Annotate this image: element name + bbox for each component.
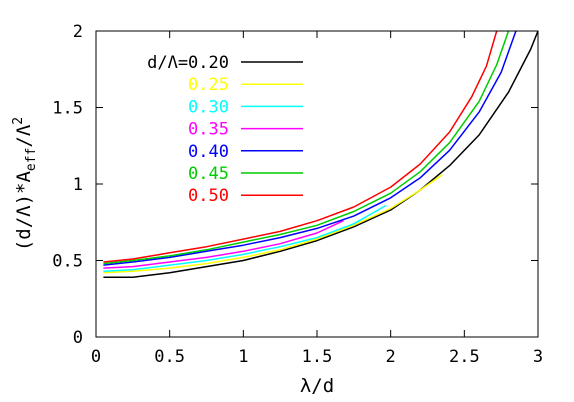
x-tick-label-4: 2: [386, 347, 396, 367]
y-axis-label-mid: /Λ: [13, 124, 35, 147]
y-axis-label: (d/Λ)*Aeff/Λ2: [11, 117, 39, 251]
y-tick-label-0: 0: [73, 328, 83, 348]
legend-label-0: d/Λ=0.20: [147, 53, 229, 73]
y-axis-label-superscript: 2: [11, 117, 26, 125]
x-tick-label-2: 1: [238, 347, 248, 367]
legend-label-2: 0.30: [188, 97, 229, 117]
y-tick-label-2: 1: [73, 175, 83, 195]
series-line-6: [103, 30, 498, 263]
x-tick-label-6: 3: [533, 347, 543, 367]
legend-label-1: 0.25: [188, 75, 229, 95]
x-tick-label-5: 2.5: [449, 347, 480, 367]
legend-label-6: 0.50: [188, 186, 229, 206]
series-group: [103, 30, 539, 279]
legend-label-4: 0.40: [188, 142, 229, 162]
series-line-1: [103, 174, 443, 274]
series-line-2: [103, 204, 387, 272]
y-axis-label-prefix: (d/Λ)*A: [13, 171, 35, 252]
plot-frame: [95, 30, 539, 338]
x-tick-label-0: 0: [91, 347, 101, 367]
y-tick-label-1: 0.5: [52, 252, 83, 272]
series-line-3: [103, 220, 344, 269]
tick-group: 0 0.5 1 1.5 2 2.5 3 0 0.5 1 1.5 2: [52, 22, 543, 367]
legend-label-5: 0.45: [188, 164, 229, 184]
x-tick-label-1: 0.5: [154, 347, 185, 367]
y-axis-label-subscript: eff: [24, 148, 39, 171]
y-tick-label-4: 2: [73, 22, 83, 42]
series-line-4: [103, 30, 517, 266]
legend: d/Λ=0.200.250.30 0.350.400.450.50: [147, 53, 303, 206]
legend-label-3: 0.35: [188, 120, 229, 140]
y-tick-label-3: 1.5: [52, 99, 83, 119]
x-tick-label-3: 1.5: [302, 347, 333, 367]
x-axis-label: λ/d: [300, 375, 334, 397]
series-line-5: [103, 30, 510, 265]
series-line-0: [103, 30, 539, 279]
